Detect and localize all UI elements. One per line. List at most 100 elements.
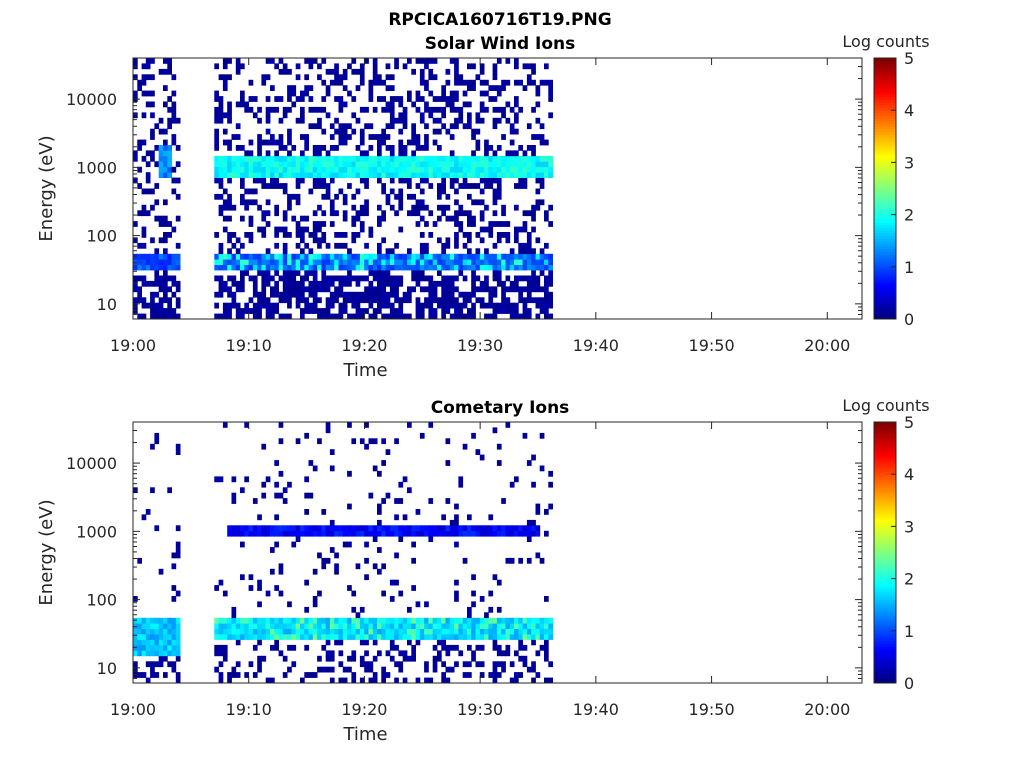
heatmap-cell — [291, 628, 297, 635]
heatmap-cell — [372, 677, 378, 684]
heatmap-cell — [338, 79, 344, 86]
heatmap-cell — [338, 123, 344, 130]
colorbar-segment — [874, 198, 896, 203]
heatmap-cell — [526, 623, 532, 629]
heatmap-cell — [389, 259, 395, 265]
heatmap-cell — [278, 525, 284, 532]
heatmap-cell — [522, 661, 528, 668]
heatmap-cell — [377, 221, 382, 227]
heatmap-cell — [287, 634, 292, 640]
heatmap-cell — [141, 74, 147, 81]
heatmap-cell — [338, 232, 344, 238]
heatmap-cell — [522, 210, 528, 217]
heatmap-cell — [150, 155, 155, 162]
heatmap-cell — [312, 530, 318, 537]
heatmap-cell — [359, 264, 365, 271]
heatmap-cell — [334, 525, 339, 532]
heatmap-cell — [522, 85, 528, 91]
heatmap-cell — [445, 275, 451, 282]
heatmap-cell — [235, 172, 241, 178]
heatmap-cell — [488, 96, 494, 102]
heatmap-cell — [496, 237, 502, 244]
heatmap-cell — [145, 623, 151, 629]
heatmap-cell — [167, 302, 172, 309]
heatmap-cell — [381, 166, 386, 173]
heatmap-cell — [488, 313, 494, 320]
heatmap-cell — [317, 286, 322, 293]
heatmap-cell — [398, 661, 404, 668]
heatmap-cell — [342, 677, 348, 684]
heatmap-cell — [454, 634, 459, 640]
heatmap-cell — [274, 226, 279, 233]
heatmap-cell — [150, 90, 155, 97]
heatmap-cell — [175, 253, 181, 260]
heatmap-cell — [522, 259, 528, 265]
heatmap-cell — [454, 68, 459, 75]
heatmap-cell — [518, 644, 523, 651]
colorbar-segment — [874, 175, 896, 179]
heatmap-cell — [522, 286, 528, 293]
heatmap-cell — [372, 536, 378, 542]
heatmap-cell — [381, 302, 386, 309]
heatmap-cell — [415, 199, 421, 206]
heatmap-cell — [312, 226, 318, 233]
heatmap-cell — [398, 264, 404, 271]
heatmap-cell — [227, 617, 232, 624]
heatmap-cell — [321, 106, 327, 113]
heatmap-cell — [347, 123, 352, 130]
colorbar-segment — [874, 492, 896, 496]
heatmap-cell — [137, 210, 142, 217]
heatmap-cell — [437, 145, 442, 151]
x-tick-label: 19:10 — [226, 336, 272, 355]
heatmap-cell — [141, 264, 147, 271]
heatmap-cell — [492, 193, 498, 200]
heatmap-cell — [462, 172, 468, 178]
heatmap-cell — [475, 644, 481, 651]
colorbar-segment — [874, 211, 896, 216]
heatmap-cell — [445, 460, 451, 466]
heatmap-cell — [419, 161, 425, 168]
heatmap-cell — [347, 503, 352, 510]
heatmap-cell — [377, 617, 382, 624]
heatmap-cell — [163, 139, 168, 146]
axes-frame — [132, 421, 863, 684]
heatmap-cell — [248, 253, 254, 260]
heatmap-cell — [163, 237, 168, 244]
heatmap-cell — [278, 530, 284, 537]
heatmap-cell — [312, 270, 318, 276]
heatmap-cell — [394, 677, 399, 684]
heatmap-cell — [535, 650, 541, 657]
heatmap-cell — [158, 237, 164, 244]
heatmap-cell — [257, 150, 262, 157]
heatmap-cell — [394, 552, 399, 559]
heatmap-cell — [411, 264, 416, 271]
heatmap-cell — [411, 150, 416, 157]
heatmap-cell — [274, 308, 279, 314]
colorbar-segment — [874, 258, 896, 263]
heatmap-cell — [274, 253, 279, 260]
heatmap-cell — [458, 530, 464, 537]
heatmap-cell — [137, 79, 142, 86]
heatmap-cell — [407, 166, 412, 173]
heatmap-cell — [394, 161, 399, 168]
x-tick-label: 19:40 — [573, 700, 619, 719]
heatmap-cell — [539, 259, 545, 265]
heatmap-cell — [419, 166, 425, 173]
heatmap-cell — [248, 172, 254, 178]
heatmap-cell — [231, 612, 237, 619]
heatmap-cell — [222, 617, 228, 624]
heatmap-cell — [496, 672, 502, 678]
heatmap-cell — [479, 672, 485, 678]
heatmap-cell — [218, 117, 224, 124]
heatmap-cell — [411, 259, 416, 265]
heatmap-cell — [526, 172, 532, 178]
heatmap-cell — [492, 666, 498, 673]
heatmap-cell — [415, 210, 421, 217]
heatmap-cell — [368, 90, 374, 97]
heatmap-cell — [329, 634, 335, 640]
heatmap-cell — [445, 297, 451, 304]
heatmap-cell — [467, 215, 472, 222]
heatmap-cell — [334, 210, 339, 217]
heatmap-cell — [394, 297, 399, 304]
heatmap-cell — [171, 628, 177, 635]
